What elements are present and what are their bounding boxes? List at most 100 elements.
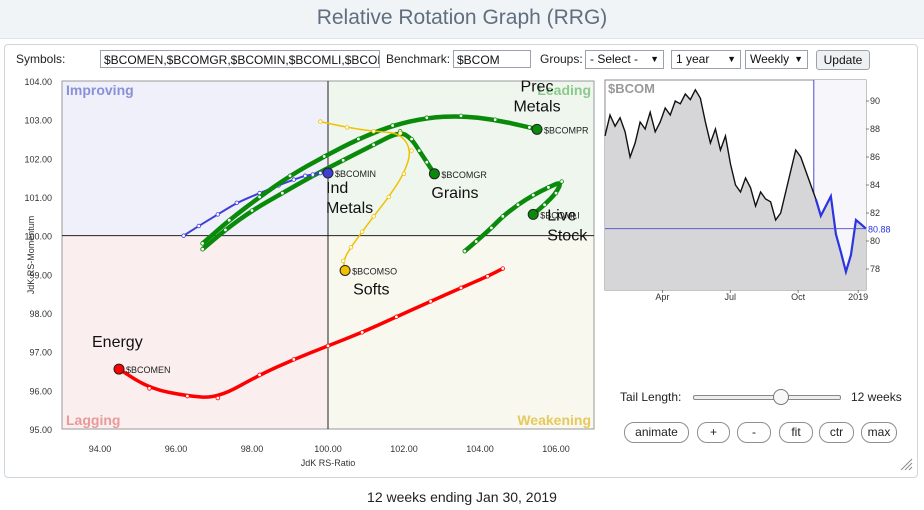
tail-point [249,208,255,213]
tail-point [527,125,532,130]
tail-point [341,158,346,163]
tail-point [348,245,353,250]
head-marker-bcomgr[interactable] [428,168,440,180]
group-label: Softs [353,281,389,298]
quadrant-improving [62,81,328,236]
tail-point [409,136,414,142]
tail-point [360,229,365,234]
groups-label: Groups: [540,52,583,66]
chevron-down-icon: ▼ [650,54,659,64]
tail-point [226,217,232,223]
groups-select[interactable]: - Select - ▼ [585,50,664,69]
y-axis-label: JdK RS-Momentum [26,216,36,295]
tail-point [280,190,285,196]
tail-line-bcomso[interactable] [319,120,411,272]
tail-line-bcomen[interactable] [117,266,505,399]
head-marker-bcomso[interactable] [339,264,351,276]
tail-point [559,179,564,184]
benchmark-input[interactable]: $BCOM [453,50,531,68]
head-marker-bcomin[interactable] [322,167,334,179]
tail-point [390,123,395,128]
tail-point [200,241,205,246]
tail-point [371,129,376,134]
tail-length-value: 12 weeks [851,390,902,404]
symbol-label: $BCOMSO [352,266,397,276]
tail-point [409,148,414,153]
zoom-in-button[interactable]: + [697,422,730,443]
tail-point [474,239,479,244]
tail-point [546,185,551,190]
benchmark-label: Benchmark: [386,52,451,66]
tail-point [542,202,547,207]
tail-point [147,386,152,391]
quadrant-label-leading: Leading [537,82,591,98]
tail-point [360,330,365,335]
x-tick-label: 96.00 [165,444,188,454]
period-select[interactable]: 1 year ▼ [671,50,741,69]
zoom-out-button[interactable]: - [737,422,771,443]
tail-point [428,299,433,304]
tail-point [485,274,490,279]
quadrant-lagging [62,235,328,429]
tail-point [371,142,376,147]
frequency-select[interactable]: Weekly ▼ [745,50,808,69]
footer-caption: 12 weeks ending Jan 30, 2019 [367,489,557,505]
group-label: Live Stock [547,207,588,244]
tail-point [386,194,391,200]
animate-button[interactable]: animate [624,422,689,443]
y-tick-label: 102.00 [24,154,52,164]
tail-point [196,223,201,229]
frequency-select-value: Weekly [750,52,790,66]
x-tick-label: 106.00 [542,444,570,454]
tail-point [223,227,228,233]
symbol-label: $BCOMLI [540,210,580,220]
quadrant-label-lagging: Lagging [66,412,120,428]
quadrant-label-improving: Improving [66,82,134,98]
tail-length-slider-handle[interactable] [772,389,789,405]
head-marker-bcomen[interactable] [113,363,125,375]
tail-point [371,214,376,219]
tail-length-track [693,395,841,400]
tail-point [489,225,494,231]
tail-point [458,113,464,118]
x-axis-label: JdK RS-Ratio [301,458,356,468]
tail-point [215,212,220,217]
tail-point [462,248,467,254]
symbols-label: Symbols: [16,52,66,66]
update-button[interactable]: Update [816,50,870,70]
max-button[interactable]: max [861,422,897,443]
group-label: Ind Metals [326,180,373,217]
group-label: Energy [92,334,143,351]
y-tick-label: 101.00 [24,193,52,203]
tail-point [356,136,361,142]
resize-grip-icon[interactable] [899,457,913,471]
y-tick-label: 95.00 [29,425,52,435]
tail-point [500,266,505,271]
x-tick-label: 102.00 [390,444,418,454]
group-label: Prec Metals [513,78,560,115]
tail-point [398,130,403,136]
y-tick-label: 104.00 [24,77,52,87]
tail-point [200,246,205,252]
head-marker-bcompr[interactable] [531,123,543,135]
tail-point [234,200,239,205]
page-title: Relative Rotation Graph (RRG) [0,0,924,39]
tail-point [310,172,315,177]
symbols-input[interactable]: $BCOMEN,$BCOMGR,$BCOMIN,$BCOMLI,$BCOMPR,… [100,50,380,68]
tail-point [394,314,399,320]
tail-point [493,117,498,122]
x-tick-label: 100.00 [314,444,342,454]
tail-point [257,194,262,200]
quadrant-weakening [328,235,594,429]
head-marker-bcomli[interactable] [527,208,539,220]
y-tick-label: 103.00 [24,116,52,126]
tail-point [185,393,190,399]
group-label: Grains [431,185,478,202]
tail-point [500,214,505,219]
chevron-down-icon: ▼ [727,54,736,64]
x-tick-label: 94.00 [89,444,112,454]
tail-point [417,148,422,153]
center-button[interactable]: ctr [819,422,854,443]
fit-button[interactable]: fit [779,422,813,443]
